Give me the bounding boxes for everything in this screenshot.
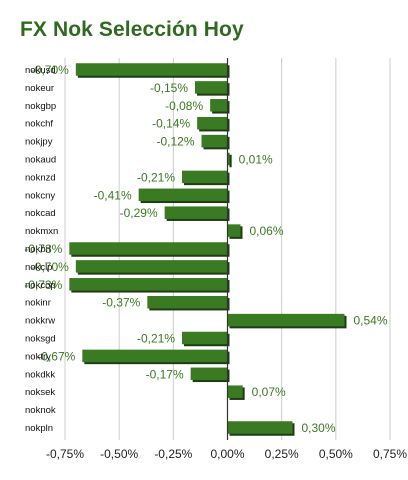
category-label: nokgbp bbox=[25, 101, 56, 112]
bar bbox=[75, 260, 228, 273]
bar bbox=[227, 385, 243, 398]
bar-value-label: 0,54% bbox=[354, 314, 388, 328]
bar bbox=[227, 224, 241, 237]
bar bbox=[147, 295, 228, 309]
bar bbox=[195, 81, 228, 94]
bar-value-label: -0,41% bbox=[94, 188, 132, 202]
bar-value-label: -0,08% bbox=[165, 99, 203, 113]
category-label: noknok bbox=[25, 405, 56, 416]
bar bbox=[197, 116, 228, 130]
bar-value-label: 0,01% bbox=[239, 153, 273, 167]
category-label: nokclp bbox=[25, 262, 52, 273]
category-label: nokpln bbox=[25, 423, 53, 434]
bar bbox=[138, 188, 228, 202]
bar bbox=[227, 421, 293, 434]
x-tick-label: 0,50% bbox=[319, 447, 353, 461]
category-label: nokbrl bbox=[25, 244, 51, 255]
bar-value-label: -0,17% bbox=[146, 367, 184, 381]
bar-value-label: 0,30% bbox=[302, 421, 336, 435]
bar-value-label: -0,12% bbox=[156, 135, 194, 149]
bar-value-label: -0,21% bbox=[137, 170, 175, 184]
category-label: noksek bbox=[25, 387, 55, 398]
bar-shadow bbox=[229, 154, 232, 168]
bar bbox=[227, 313, 345, 327]
bar-value-label: -0,70% bbox=[31, 260, 69, 274]
category-label: nokinr bbox=[25, 298, 51, 309]
bar-value-label: -0,14% bbox=[152, 117, 190, 131]
bar-value-label: -0,15% bbox=[150, 81, 188, 95]
bar bbox=[201, 134, 228, 148]
x-tick-label: 0,00% bbox=[210, 447, 244, 461]
bar-value-label: 0,06% bbox=[250, 224, 284, 238]
x-tick-label: 0,25% bbox=[265, 447, 299, 461]
category-label: nokaud bbox=[25, 155, 56, 166]
bar-value-label: -0,29% bbox=[120, 206, 158, 220]
category-label: nokdkk bbox=[25, 369, 55, 380]
bar-value-label: -0,37% bbox=[102, 296, 140, 310]
x-tick-label: -0,25% bbox=[154, 447, 192, 461]
bar-value-label: -0,73% bbox=[24, 242, 62, 256]
bar bbox=[210, 99, 228, 112]
category-label: nokeur bbox=[25, 83, 54, 94]
bar bbox=[182, 170, 228, 184]
bar bbox=[227, 152, 230, 166]
category-label: nokmxn bbox=[25, 226, 58, 237]
bar bbox=[69, 242, 228, 255]
x-tick-label: -0,50% bbox=[100, 447, 138, 461]
bar-value-label: -0,73% bbox=[24, 278, 62, 292]
bar bbox=[182, 331, 228, 345]
bar-value-label: -0,21% bbox=[137, 332, 175, 346]
category-label: nokcad bbox=[25, 208, 56, 219]
x-tick-label: -0,75% bbox=[46, 447, 84, 461]
bar bbox=[75, 63, 228, 76]
category-label: nokchf bbox=[25, 119, 53, 130]
category-label: nokcny bbox=[25, 190, 55, 201]
category-label: nokcop bbox=[25, 280, 56, 291]
x-tick-label: 0,75% bbox=[373, 447, 407, 461]
bar bbox=[190, 367, 228, 381]
bar bbox=[69, 278, 228, 291]
category-label: noktry bbox=[25, 351, 51, 362]
category-label: nokjpy bbox=[25, 137, 53, 148]
bar-value-label: -0,67% bbox=[37, 349, 75, 363]
bar bbox=[82, 349, 228, 363]
chart-title: FX Nok Selección Hoy bbox=[20, 18, 244, 41]
category-label: nokusd bbox=[25, 65, 56, 76]
category-label: noknzd bbox=[25, 172, 56, 183]
bar bbox=[164, 206, 228, 219]
bar-value-label: -0,70% bbox=[31, 63, 69, 77]
category-label: noksgd bbox=[25, 334, 56, 345]
category-label: nokkrw bbox=[25, 316, 55, 327]
bar-value-label: 0,07% bbox=[252, 385, 286, 399]
